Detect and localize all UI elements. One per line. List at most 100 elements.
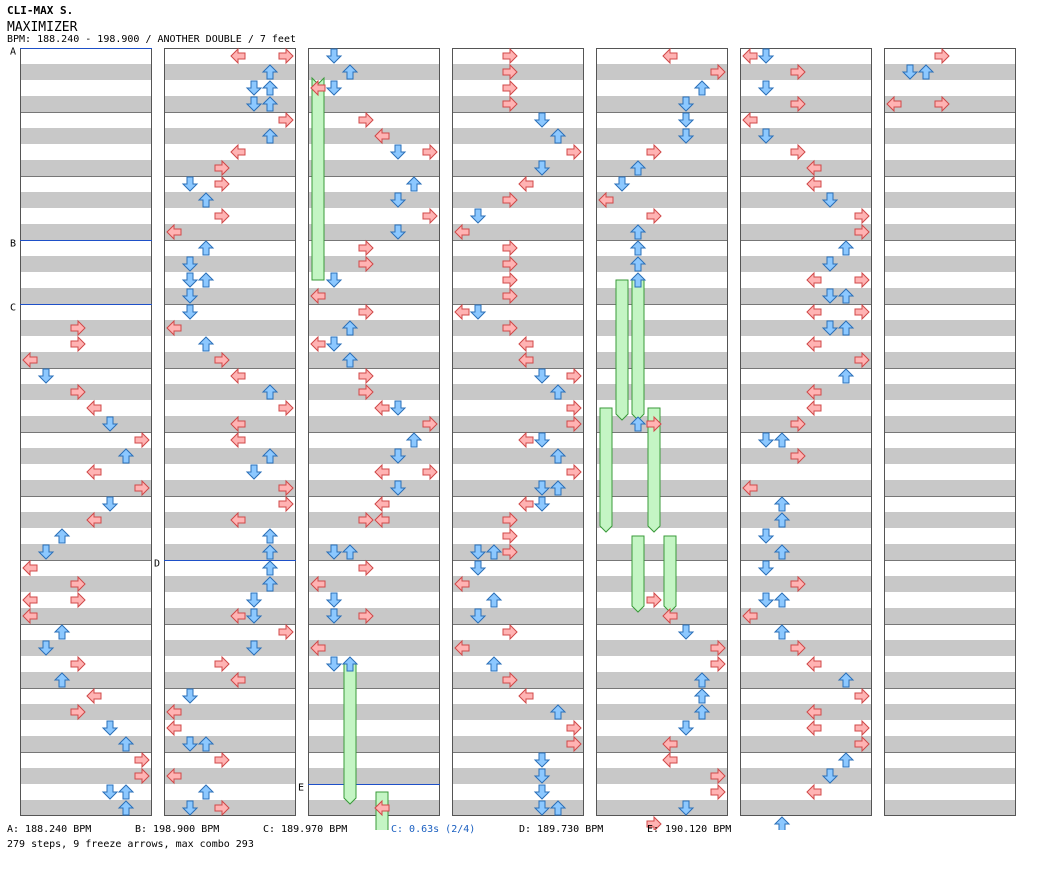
- beat-stripe: [596, 672, 728, 688]
- step-arrow: [37, 640, 55, 656]
- step-arrow: [325, 48, 343, 64]
- step-arrow: [806, 335, 822, 353]
- step-arrow: [533, 112, 551, 128]
- beat-stripe: [740, 416, 872, 432]
- step-arrow: [646, 207, 662, 225]
- beat-stripe: [596, 704, 728, 720]
- step-arrow: [629, 416, 647, 432]
- step-arrow: [773, 432, 791, 448]
- step-arrow: [854, 351, 870, 369]
- step-arrow: [405, 432, 423, 448]
- step-arrow: [757, 128, 775, 144]
- step-arrow: [341, 656, 359, 672]
- step-arrow: [533, 480, 551, 496]
- section-label: A: [10, 47, 16, 58]
- beat-stripe: [740, 448, 872, 464]
- step-arrow: [533, 368, 551, 384]
- step-arrow: [662, 735, 678, 753]
- beat-stripe: [308, 416, 440, 432]
- step-arrow: [790, 143, 806, 161]
- step-arrow: [821, 256, 839, 272]
- step-arrow: [325, 656, 343, 672]
- beat-stripe: [452, 672, 584, 688]
- step-arrow: [934, 95, 950, 113]
- step-arrow: [837, 672, 855, 688]
- beat-stripe: [308, 192, 440, 208]
- step-arrow: [549, 480, 567, 496]
- step-arrow: [854, 735, 870, 753]
- beat-stripe: [20, 224, 152, 240]
- step-arrow: [693, 688, 711, 704]
- step-arrow: [469, 304, 487, 320]
- step-arrow: [629, 256, 647, 272]
- step-arrow: [757, 528, 775, 544]
- step-arrow: [502, 79, 518, 97]
- step-chart: A B C D E: [10, 47, 1016, 830]
- beat-stripe: [740, 320, 872, 336]
- step-arrow: [310, 79, 326, 97]
- step-arrow: [629, 224, 647, 240]
- step-arrow: [518, 495, 534, 513]
- step-arrow: [325, 336, 343, 352]
- step-arrow: [358, 511, 374, 529]
- step-arrow: [837, 752, 855, 768]
- legend-bpm-e: E: 190.120 BPM: [647, 824, 732, 835]
- beat-stripe: [596, 64, 728, 80]
- step-arrow: [901, 64, 919, 80]
- step-arrow: [70, 655, 86, 673]
- step-arrow: [790, 415, 806, 433]
- beat-stripe: [884, 224, 1016, 240]
- step-arrow: [710, 783, 726, 801]
- beat-stripe: [596, 160, 728, 176]
- step-arrow: [773, 816, 791, 830]
- song-title: MAXIMIZER: [7, 20, 78, 35]
- step-arrow: [325, 272, 343, 288]
- step-arrow: [197, 192, 215, 208]
- beat-stripe: [596, 96, 728, 112]
- beat-stripe: [884, 640, 1016, 656]
- beat-stripe: [20, 288, 152, 304]
- step-arrow: [261, 576, 279, 592]
- step-arrow: [710, 63, 726, 81]
- beat-stripe: [164, 576, 296, 592]
- beat-stripe: [20, 576, 152, 592]
- step-arrow: [341, 544, 359, 560]
- step-arrow: [310, 639, 326, 657]
- step-arrow: [37, 368, 55, 384]
- step-arrow: [773, 592, 791, 608]
- beat-stripe: [596, 288, 728, 304]
- step-arrow: [214, 655, 230, 673]
- beat-stripe: [884, 320, 1016, 336]
- step-arrow: [502, 527, 518, 545]
- step-arrow: [629, 160, 647, 176]
- step-arrow: [358, 303, 374, 321]
- step-arrow: [86, 511, 102, 529]
- step-arrow: [358, 111, 374, 129]
- beat-stripe: [884, 544, 1016, 560]
- beat-stripe: [596, 800, 728, 816]
- beat-stripe: [452, 352, 584, 368]
- step-arrow: [518, 431, 534, 449]
- step-arrow: [502, 255, 518, 273]
- beat-stripe: [740, 608, 872, 624]
- step-arrow: [854, 687, 870, 705]
- step-arrow: [181, 688, 199, 704]
- step-arrow: [502, 623, 518, 641]
- beat-stripe: [452, 288, 584, 304]
- step-arrow: [86, 399, 102, 417]
- step-arrow: [917, 64, 935, 80]
- beat-stripe: [740, 160, 872, 176]
- step-arrow: [677, 800, 695, 816]
- step-arrow: [629, 240, 647, 256]
- step-arrow: [166, 223, 182, 241]
- beat-stripe: [884, 512, 1016, 528]
- beat-stripe: [164, 736, 296, 752]
- beat-stripe: [308, 544, 440, 560]
- beat-stripe: [740, 288, 872, 304]
- step-arrow: [181, 256, 199, 272]
- step-arrow: [374, 511, 390, 529]
- step-arrow: [837, 368, 855, 384]
- freeze-arrow: [631, 279, 645, 421]
- step-arrow: [422, 463, 438, 481]
- step-arrow: [693, 80, 711, 96]
